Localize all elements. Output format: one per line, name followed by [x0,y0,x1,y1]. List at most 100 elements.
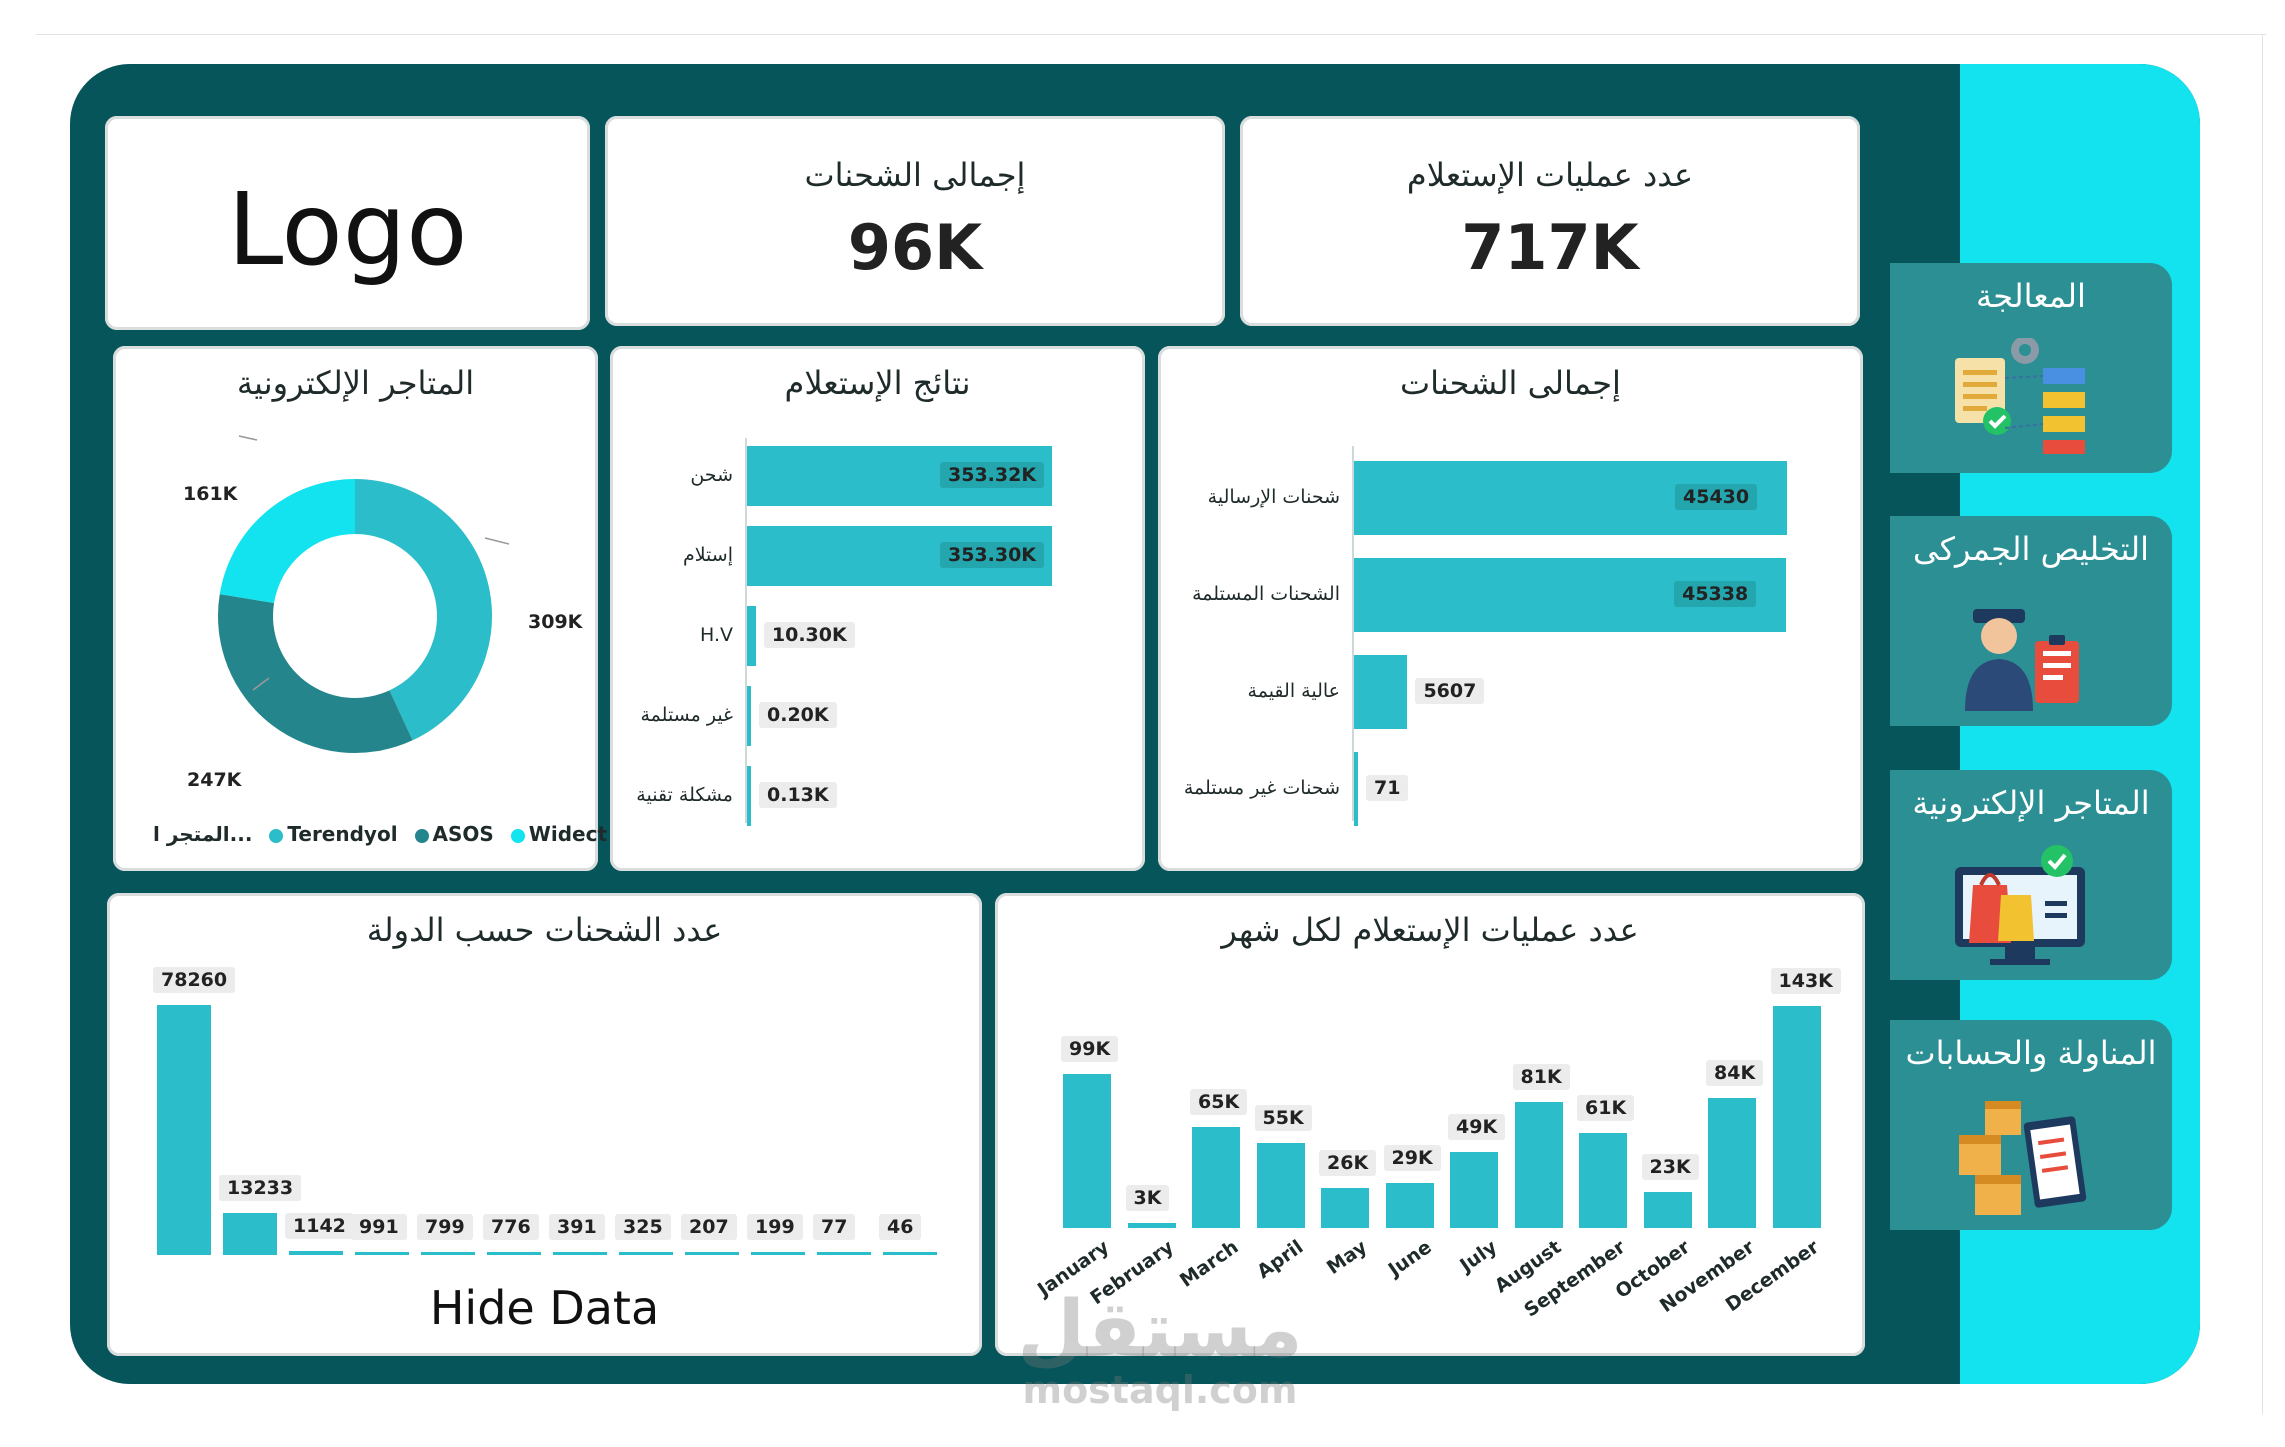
stores-legend: المتجر ا... Terendyol ASOS Widect [153,822,617,846]
bar[interactable] [747,766,751,826]
bar-value-label: 991 [351,1213,407,1240]
bar-category-label: شحن [690,464,733,486]
bar-category-label: الشحنات المستلمة [1192,583,1340,605]
country-bar[interactable] [223,1212,277,1255]
bar[interactable] [1354,752,1358,826]
country-bar[interactable] [289,1251,343,1255]
bar-value-label: 391 [549,1214,605,1240]
sidebar-item-customs[interactable]: التخليص الجمركى [1890,516,2172,726]
kpi-title: عدد عمليات الإستعلام [1406,156,1694,194]
kpi-value: 96K [847,211,983,284]
bar-category-label: مشكلة تقنية [636,784,733,806]
month-bar[interactable] [1643,1192,1692,1228]
kpi-value: 717K [1461,211,1639,284]
country-bar[interactable] [817,1252,871,1255]
watermark-latin: mostaql.com [1022,1368,1298,1412]
legend-label: Widect [528,822,608,846]
bar-value-label: 61K [1577,1095,1635,1122]
country-bar[interactable] [157,1005,211,1255]
month-bar[interactable] [1321,1187,1369,1228]
sidebar-item-online-stores[interactable]: المتاجر الإلكترونية [1890,770,2172,980]
leader-line [252,677,270,691]
bar-category-label: عالية القيمة [1247,680,1340,702]
leader-line [238,435,258,441]
chart-title: المتاجر الإلكترونية [236,364,475,402]
bar-category-label: H.V [700,624,733,646]
legend-item-widect[interactable]: Widect [510,822,608,846]
month-axis-label: May [1323,1236,1372,1279]
country-bar[interactable] [751,1252,805,1255]
sidebar-item-handling[interactable]: المناولة والحسابات [1890,1020,2172,1230]
bar-value-label: 3K [1125,1185,1170,1212]
bar-value-label: 29K [1383,1144,1441,1171]
bar-value-label: 143K [1770,968,1841,994]
country-bar[interactable] [487,1252,541,1255]
country-chart-card: عدد الشحنات حسب الدولة 78260 13233 1142 991… [107,893,982,1356]
slice-label-terendyol: 309K [528,611,584,633]
month-bar[interactable] [1063,1074,1111,1228]
chart-title: عدد الشحنات حسب الدولة [366,911,723,949]
bar-value-label: 776 [483,1214,539,1240]
sidebar-item-processing[interactable]: المعالجة [1890,263,2172,473]
month-bar[interactable] [1579,1133,1627,1228]
month-bar[interactable] [1772,1006,1821,1228]
bar-value-label: 199 [747,1214,803,1240]
hide-data-note: Hide Data [429,1281,660,1335]
watermark: مستقل mostaql.com [1000,1290,1320,1410]
watermark-arabic: مستقل [1017,1285,1303,1375]
bar[interactable] [1354,655,1408,729]
month-bar[interactable] [1192,1127,1240,1228]
legend-title: المتجر ا... [153,822,253,846]
bar-value-label: 46 [879,1214,922,1240]
bar-value-label: 23K [1641,1154,1699,1181]
country-bar[interactable] [883,1252,937,1255]
country-bar[interactable] [421,1252,475,1255]
legend-item-terendyol[interactable]: Terendyol [269,822,398,846]
bar-value-label: 84K [1706,1059,1764,1086]
bar-value-label: 45338 [1674,581,1757,607]
month-bar[interactable] [1514,1102,1563,1228]
bar-value-label: 207 [681,1214,737,1240]
month-bar[interactable] [1256,1142,1305,1228]
handling-boxes-icon [1959,1101,2087,1215]
bar-value-label: 353.32K [940,462,1045,488]
chart-axis [1352,446,1354,821]
sidebar-item-label: المتاجر الإلكترونية [1912,784,2150,822]
chart-title: نتائج الإستعلام [784,364,971,402]
donut-slice-terendyol[interactable] [355,479,492,741]
chart-axis [745,438,747,823]
bar-value-label: 49K [1448,1113,1506,1140]
legend-label: Terendyol [287,822,398,846]
legend-dot [510,828,525,843]
bar-value-label: 78260 [153,967,236,993]
bar-value-label: 81K [1512,1064,1570,1091]
bar[interactable] [747,686,751,746]
bar-value-label: 10.30K [763,622,855,648]
month-bar[interactable] [1708,1097,1756,1228]
month-axis-label: March [1176,1236,1243,1292]
slice-label-asos: 247K [187,769,243,791]
bar-value-label: 45430 [1675,484,1758,510]
country-bar[interactable] [553,1252,607,1255]
legend-label: ASOS [432,822,494,846]
month-bar[interactable] [1385,1182,1434,1228]
bar-value-label: 13233 [219,1174,302,1201]
month-bar[interactable] [1127,1223,1176,1228]
month-bar[interactable] [1450,1151,1498,1228]
country-bar[interactable] [685,1252,739,1255]
country-bar[interactable] [355,1251,409,1255]
legend-item-asos[interactable]: ASOS [414,822,494,846]
bar-value-label: 353.30K [939,542,1045,568]
bar-value-label: 0.13K [759,782,837,808]
bar-value-label: 5607 [1415,678,1485,704]
bar-value-label: 55K [1254,1104,1312,1131]
chart-title: إجمالى الشحنات [1400,364,1621,402]
bar[interactable] [747,606,756,666]
legend-dot [414,828,429,843]
bar-value-label: 799 [417,1214,473,1240]
slice-label-widect: 161K [183,483,239,505]
donut-slice-asos[interactable] [218,594,413,753]
bar-category-label: غير مستلمة [640,704,733,726]
country-bar[interactable] [619,1252,673,1255]
donut-slice-widect[interactable] [219,479,355,603]
